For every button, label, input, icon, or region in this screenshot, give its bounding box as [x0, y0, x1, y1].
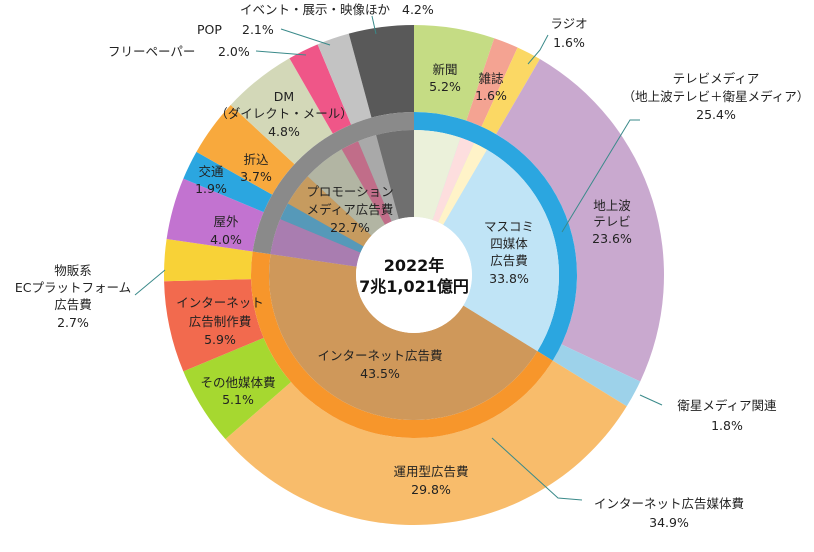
promo-subsegment-15	[376, 130, 414, 220]
leader-lines	[134, 15, 663, 501]
label-koutsu-name: 交通	[198, 164, 224, 179]
inner-band-1	[251, 251, 553, 438]
label-okugai-name: 屋外	[213, 214, 239, 229]
outer-segment-13	[289, 44, 352, 134]
promo-subsegment-11	[287, 176, 372, 247]
label-event-value: 4.2%	[402, 2, 434, 17]
label-chijoha-line1: 地上波	[593, 198, 631, 213]
label-net-media-value: 34.9%	[649, 515, 689, 530]
label-dm-name: DM	[274, 89, 294, 104]
label-freepaper-value: 2.0%	[218, 44, 250, 59]
label-eisei-name: 衛星メディア関連	[677, 398, 777, 413]
label-zasshi-value: 1.6%	[475, 88, 507, 103]
inner-segment-1	[269, 254, 538, 421]
label-seisaku-value: 5.9%	[204, 332, 236, 347]
label-radio-name: ラジオ	[550, 16, 587, 31]
label-mass4-line3: 広告費	[490, 253, 528, 268]
label-ec-line1: 物販系	[54, 263, 92, 278]
label-orikomi-value: 3.7%	[240, 169, 272, 184]
center-hole	[356, 217, 472, 333]
label-tv-group-sub: （地上波テレビ＋衛星メディア）	[623, 89, 810, 104]
outer-segment-5	[225, 360, 627, 525]
outer-segment-10	[183, 151, 273, 213]
outer-segment-11	[196, 105, 295, 195]
label-pop-name: POP	[197, 22, 222, 37]
outer-segment-7	[164, 279, 264, 372]
label-sonota-value: 5.1%	[222, 392, 254, 407]
label-mass4-value: 33.8%	[489, 271, 529, 286]
label-promo-line2: メディア広告費	[307, 202, 394, 217]
outer-segment-9	[166, 178, 264, 252]
promo-subsegment-9	[270, 219, 361, 267]
label-unyou-value: 29.8%	[411, 482, 451, 497]
label-mass4-line1: マスコミ	[484, 219, 534, 234]
outer-segment-6	[183, 337, 292, 440]
label-pop-value: 2.1%	[242, 22, 274, 37]
promo-subsegment-13	[341, 141, 392, 225]
label-seisaku-line2: 広告制作費	[189, 314, 252, 329]
promo-subsegment-10	[280, 203, 364, 253]
label-seisaku-line1: インターネット	[176, 295, 264, 310]
inner-band-0	[414, 112, 577, 361]
label-netad-value: 43.5%	[360, 366, 400, 381]
label-tv-group-value: 25.4%	[696, 107, 736, 122]
label-zasshi-name: 雑誌	[478, 71, 504, 86]
label-koutsu-value: 1.9%	[195, 181, 227, 196]
label-eisei-value: 1.8%	[711, 418, 743, 433]
inner-subsegment-0	[414, 130, 461, 221]
inner-band-2	[252, 112, 414, 255]
label-dm-value: 4.8%	[268, 124, 300, 139]
center-year: 2022年	[384, 256, 445, 275]
label-orikomi-name: 折込	[243, 152, 269, 167]
label-radio-value: 1.6%	[553, 35, 585, 50]
label-freepaper-name: フリーペーパー	[108, 44, 195, 59]
label-shinbun-name: 新聞	[432, 62, 457, 77]
label-dm-sub: （ダイレクト・メール）	[215, 106, 353, 121]
label-mass4-line2: 四媒体	[490, 236, 528, 251]
label-okugai-value: 4.0%	[210, 232, 242, 247]
outer-segment-8	[164, 238, 253, 282]
label-tv-group-name: テレビメディア	[673, 71, 760, 86]
label-ec-line3: 広告費	[54, 297, 92, 312]
label-unyou-name: 運用型広告費	[393, 464, 468, 479]
outer-segment-14	[317, 33, 372, 125]
chart-rings	[164, 25, 665, 525]
label-shinbun-value: 5.2%	[429, 79, 461, 94]
inner-subsegment-3	[443, 149, 560, 337]
inner-subsegment-1	[432, 137, 475, 223]
label-net-media-name: インターネット広告媒体費	[594, 496, 744, 511]
label-chijoha-value: 23.6%	[592, 231, 632, 246]
outer-segment-3	[496, 59, 665, 382]
label-ec-value: 2.7%	[57, 315, 89, 330]
label-chijoha-line2: テレビ	[593, 214, 631, 229]
outer-segment-4	[552, 344, 641, 407]
label-promo-line1: プロモーション	[306, 184, 393, 199]
promo-subsegment-12	[307, 149, 386, 236]
inner-subsegment-4	[463, 299, 546, 352]
label-event-name: イベント・展示・映像ほか	[240, 2, 391, 17]
outer-segment-1	[466, 38, 518, 127]
promo-subsegment-14	[358, 135, 399, 222]
outer-segment-15	[348, 25, 414, 118]
label-sonota-name: その他媒体費	[200, 375, 275, 390]
center-total: 7兆1,021億円	[359, 277, 469, 296]
outer-segment-2	[481, 47, 540, 135]
outer-segment-0	[414, 25, 495, 121]
label-promo-value: 22.7%	[330, 220, 370, 235]
outer-segment-12	[230, 58, 333, 165]
label-netad-name: インターネット広告費	[317, 348, 442, 363]
label-ec-line2: ECプラットフォーム	[15, 280, 131, 295]
inner-subsegment-2	[438, 143, 488, 225]
